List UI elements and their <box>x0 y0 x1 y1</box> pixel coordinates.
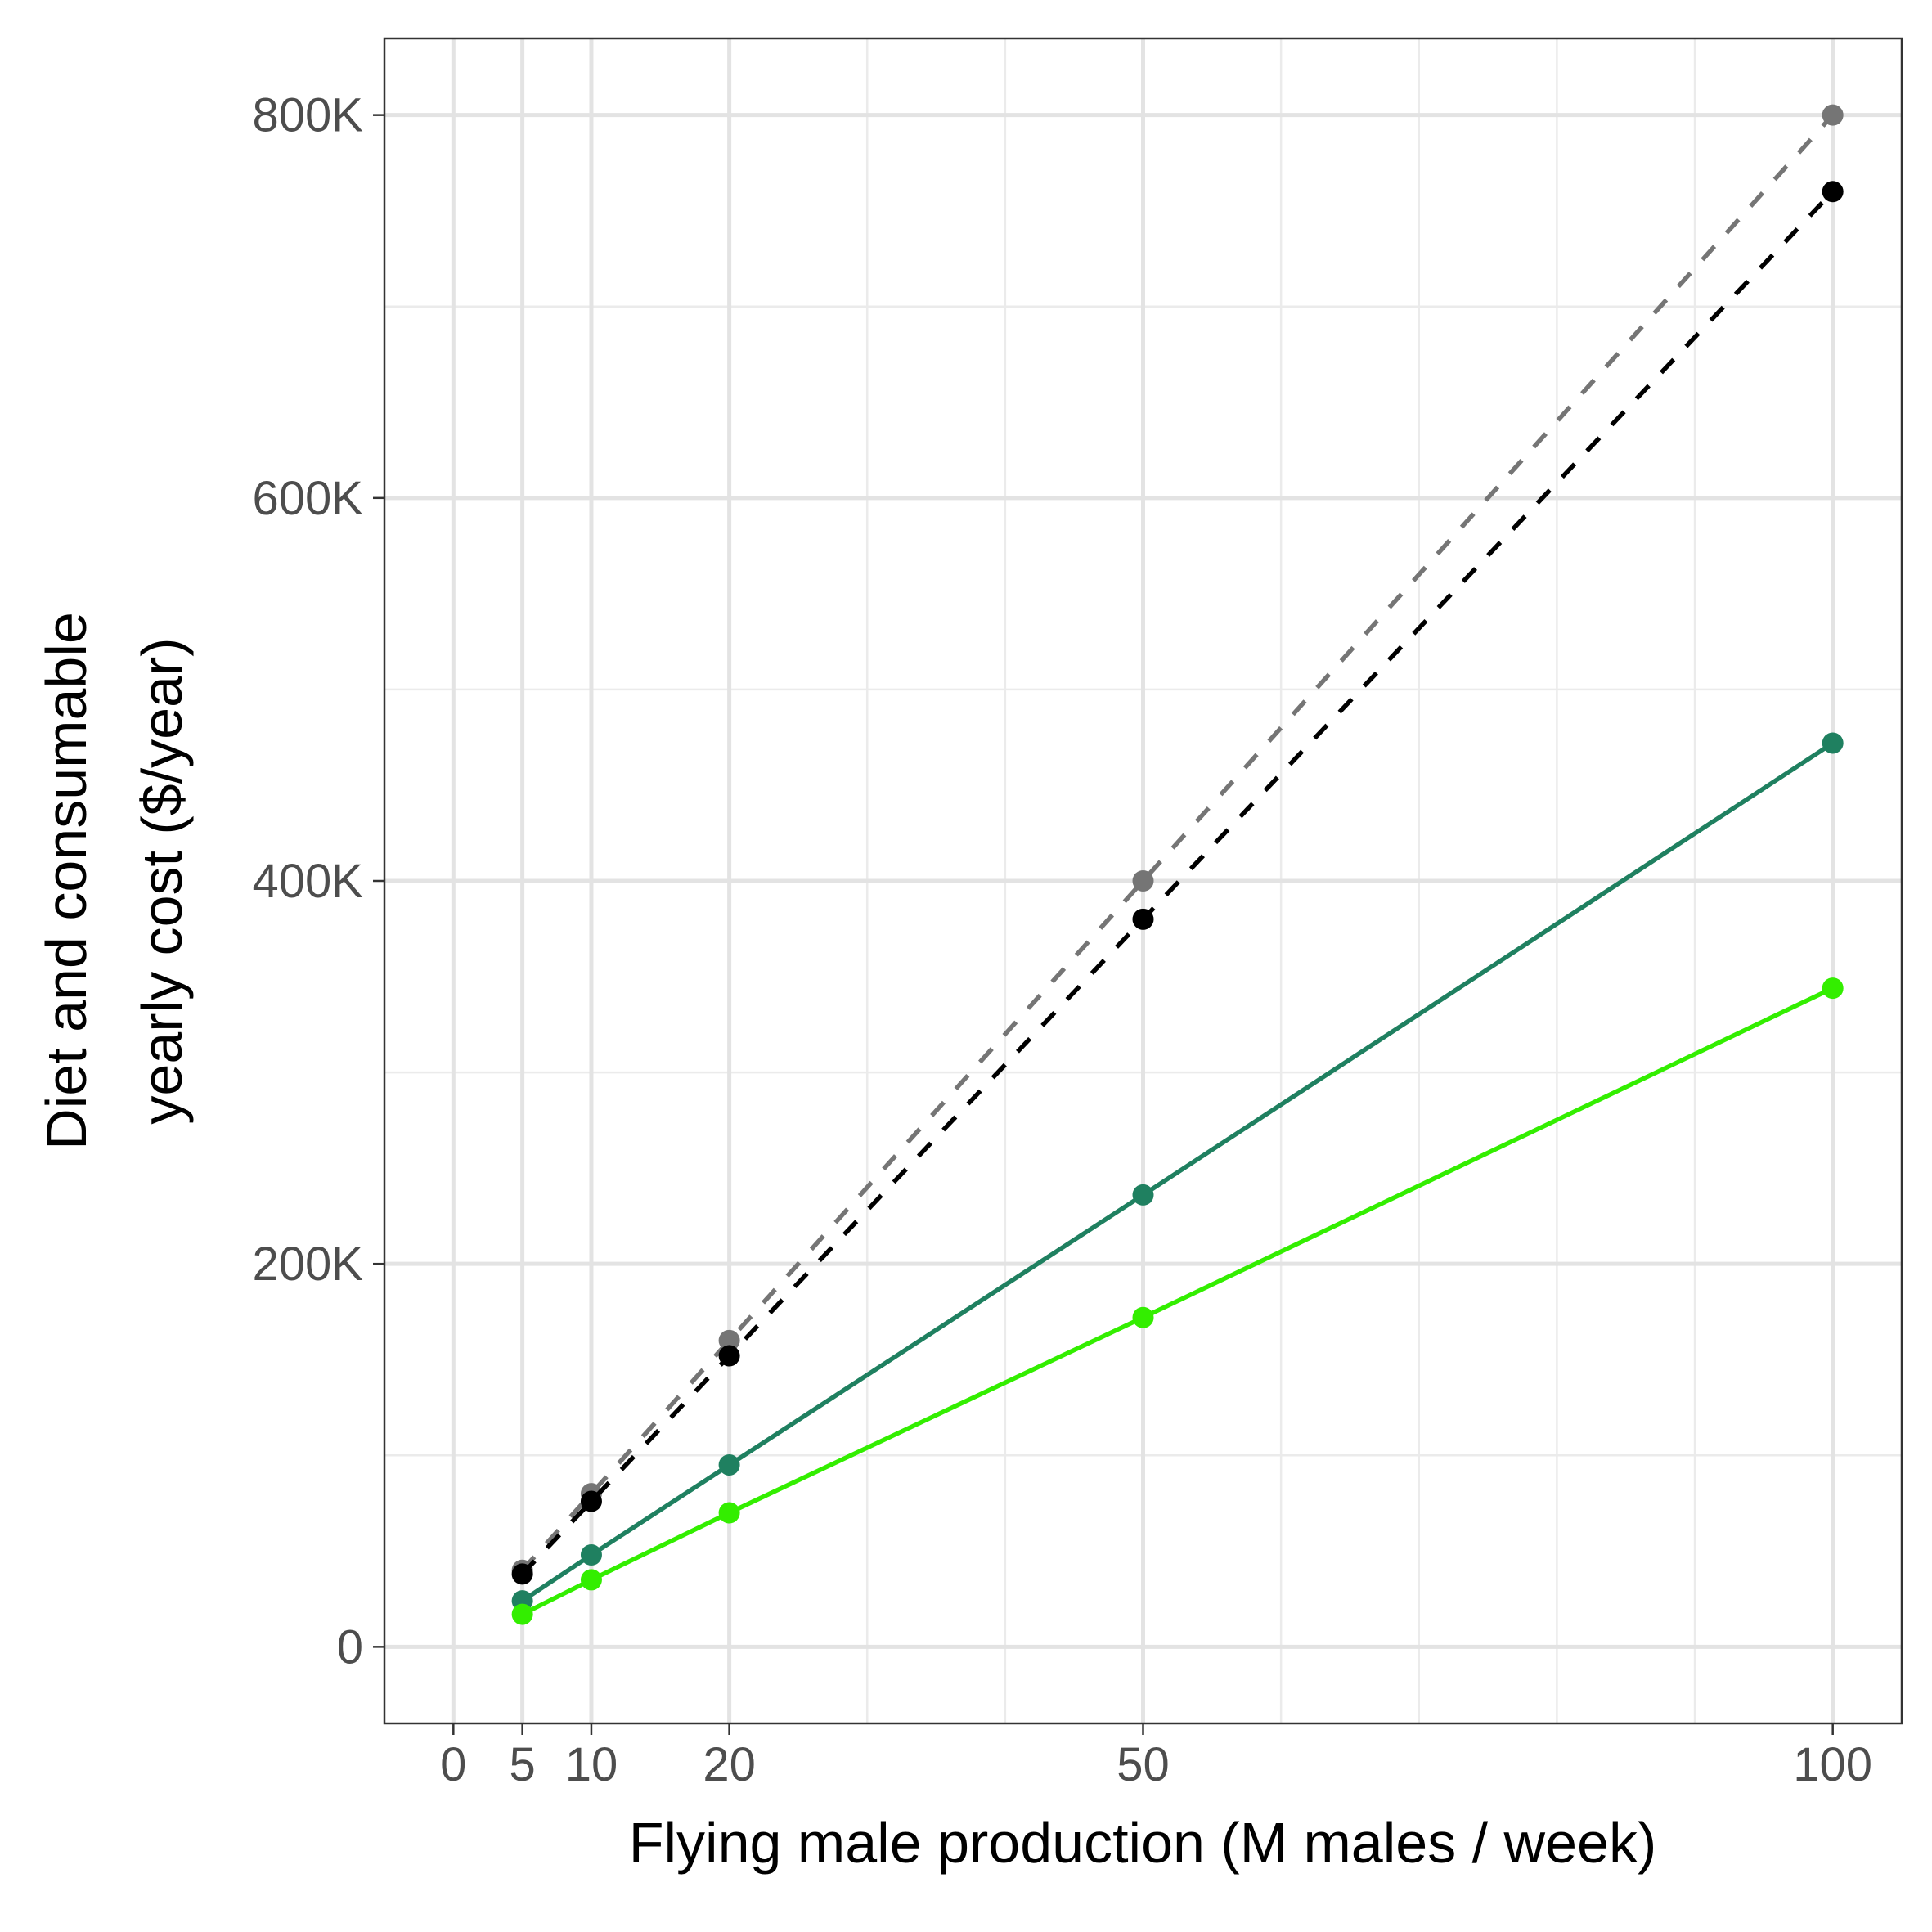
data-series <box>511 104 1844 1625</box>
data-point <box>718 1453 740 1476</box>
data-point <box>511 1603 533 1625</box>
y-axis-ticks: 0 200K 400K 600K 800K <box>253 89 384 1674</box>
y-tick-label: 0 <box>337 1620 363 1674</box>
data-point <box>580 1490 602 1512</box>
data-point <box>580 1544 602 1566</box>
y-axis-title-line-2: yearly cost ($/year) <box>130 637 194 1124</box>
x-tick-label: 100 <box>1793 1738 1872 1791</box>
data-point <box>1132 870 1154 892</box>
x-tick-label: 5 <box>510 1738 536 1791</box>
data-point <box>1132 1306 1154 1328</box>
data-point <box>1132 908 1154 930</box>
data-point <box>1822 977 1844 1000</box>
x-tick-label: 10 <box>565 1738 618 1791</box>
y-axis-title: Diet and consumable yearly cost ($/year) <box>34 612 194 1150</box>
series-3 <box>511 732 1844 1612</box>
data-point <box>511 1563 533 1585</box>
y-tick-label: 200K <box>253 1238 364 1291</box>
data-point <box>1132 1184 1154 1206</box>
series-2 <box>511 181 1844 1585</box>
x-tick-label: 0 <box>440 1738 466 1791</box>
data-point <box>580 1569 602 1591</box>
x-tick-label: 20 <box>703 1738 756 1791</box>
y-axis-title-line-1: Diet and consumable <box>34 612 98 1150</box>
data-point <box>718 1329 740 1351</box>
x-axis-ticks: 0 5 10 20 50 100 <box>440 1723 1872 1791</box>
data-point <box>718 1345 740 1367</box>
y-tick-label: 600K <box>253 472 364 525</box>
data-point <box>1822 104 1844 126</box>
series-4 <box>511 977 1844 1625</box>
data-point <box>1822 181 1844 203</box>
data-point <box>1822 732 1844 754</box>
x-axis-title: Flying male production (M males / week) <box>629 1811 1657 1875</box>
series-line <box>520 113 1835 1572</box>
y-tick-label: 400K <box>253 855 364 908</box>
x-tick-label: 50 <box>1117 1738 1170 1791</box>
y-tick-label: 800K <box>253 89 364 142</box>
data-point <box>718 1502 740 1524</box>
